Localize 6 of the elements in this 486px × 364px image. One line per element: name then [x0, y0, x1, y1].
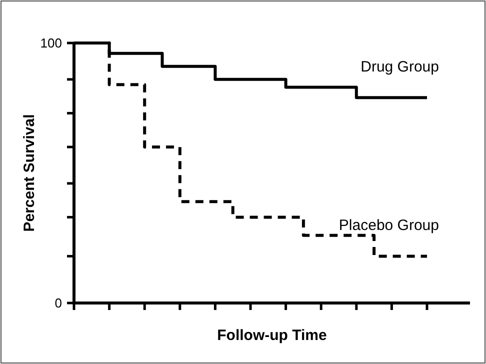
y-tick-label: 0	[54, 296, 62, 311]
series-label: Placebo Group	[338, 217, 439, 234]
y-axis-title: Percent Survival	[21, 114, 38, 232]
y-tick-label: 100	[40, 36, 62, 51]
series-label: Drug Group	[360, 58, 439, 76]
x-axis-title: Follow-up Time	[217, 327, 327, 344]
